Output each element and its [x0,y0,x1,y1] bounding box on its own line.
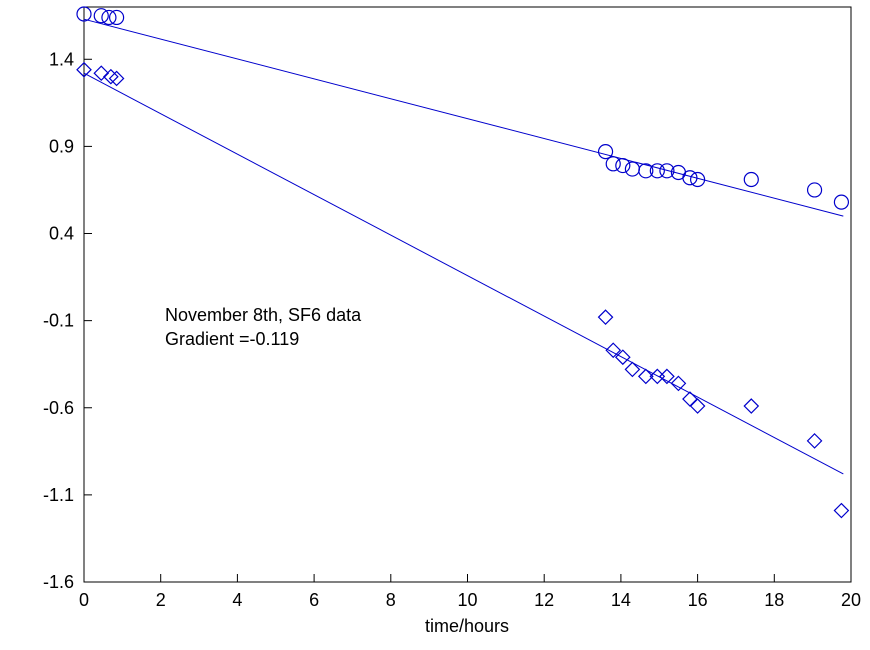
x-tick-label: 8 [386,590,396,610]
circle-data-point [638,163,654,179]
diamond-data-point [689,398,706,414]
diamond-data-point [76,61,92,78]
circle-data-point [597,144,614,160]
x-tick-label: 16 [688,590,708,610]
diamond-data-point [743,398,760,414]
diamond-data-point [93,65,110,82]
diamond-data-point [637,368,654,385]
circle-data-point [806,182,823,198]
circle-data-point [93,8,109,24]
diamond-data-point [624,361,641,378]
diamond-data-point [597,309,614,326]
circle-data-point [615,157,631,174]
annotation-line-2: Gradient =-0.119 [165,329,299,349]
x-tick-label: 14 [611,590,631,610]
diamond-data-point [670,375,687,392]
y-tick-label: -1.1 [43,485,74,505]
plot-frame [83,6,852,583]
x-axis-title: time/hours [425,616,509,636]
y-tick-label: -0.1 [43,311,74,331]
y-axis-ticks: 1.4 0.9 0.4 -0.1 -0.6 -1.1 -1.6 [43,49,92,592]
circle-series-fit-line [83,18,844,217]
x-tick-label: 12 [534,590,554,610]
diamond-data-point [605,342,622,359]
y-tick-label: -1.6 [43,572,74,592]
y-tick-label: 1.4 [49,49,74,69]
x-tick-label: 18 [764,590,784,610]
diamond-data-point [659,368,675,385]
x-tick-label: 2 [156,590,166,610]
circle-data-point [624,161,641,177]
diamond-data-point [102,68,119,85]
fit-lines [83,18,844,475]
circle-data-point [743,171,759,188]
circle-data-point [101,9,117,26]
x-tick-label: 20 [841,590,861,610]
diamond-data-point [108,70,125,87]
x-tick-label: 10 [457,590,477,610]
circle-data-point [108,9,125,26]
circle-data-point [605,156,621,172]
x-tick-label: 0 [79,590,89,610]
y-tick-label: 0.4 [49,224,74,244]
x-axis-ticks: 0 2 4 6 8 10 12 14 16 18 20 [79,574,861,610]
diamond-data-point [806,433,823,449]
x-tick-label: 4 [232,590,242,610]
circle-data-point [682,170,698,186]
circle-data-point [76,6,92,22]
diamond-data-point [682,391,698,407]
y-tick-label: 0.9 [49,136,74,156]
diamond-series-fit-line [83,72,844,475]
x-tick-label: 6 [309,590,319,610]
diamond-data-point [614,349,631,366]
circle-data-point [649,163,665,179]
circle-data-point [659,163,675,179]
circle-data-point [833,194,850,210]
circle-data-point [689,171,706,188]
y-tick-label: -0.6 [43,398,74,418]
diamond-data-point [833,502,850,519]
data-markers [76,6,850,519]
annotation-line-1: November 8th, SF6 data [165,305,362,325]
